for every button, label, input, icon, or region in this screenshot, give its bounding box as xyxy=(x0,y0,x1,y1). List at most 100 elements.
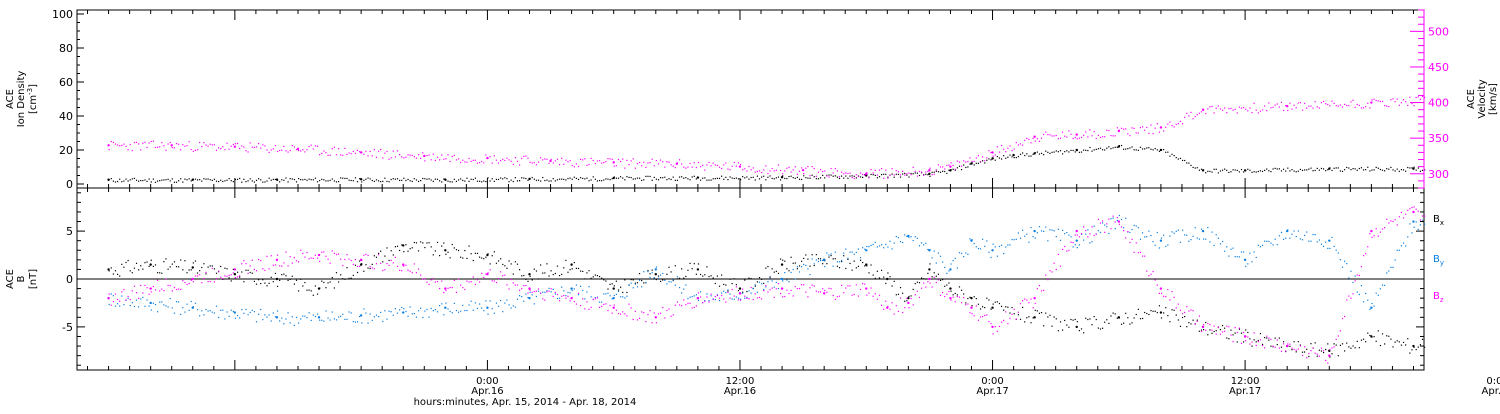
bz-point xyxy=(1411,206,1413,209)
velocity-point xyxy=(1335,105,1337,107)
x-tick-label-time: 0:00 xyxy=(981,376,1003,387)
velocity-point xyxy=(605,161,607,163)
velocity-point xyxy=(676,162,679,164)
bx-point xyxy=(1335,344,1337,346)
bx-point xyxy=(878,277,881,279)
bx-point xyxy=(1066,324,1068,326)
bz-point xyxy=(525,284,527,287)
by-point xyxy=(1112,217,1114,219)
by-point xyxy=(1061,229,1064,231)
by-point xyxy=(518,295,521,297)
bx-point xyxy=(417,250,420,252)
bz-point xyxy=(1396,224,1398,226)
density-point xyxy=(960,169,963,171)
by-point xyxy=(1276,244,1278,246)
density-point xyxy=(470,178,472,180)
bx-point xyxy=(1224,327,1226,329)
bz-point xyxy=(316,257,319,259)
bx-point xyxy=(1266,337,1268,339)
velocity-point xyxy=(489,156,491,158)
field-axis-label-line2: B xyxy=(16,275,27,282)
density-point xyxy=(523,177,525,179)
bx-point xyxy=(725,284,727,286)
bx-point xyxy=(476,252,479,254)
by-point xyxy=(573,288,575,290)
by-point xyxy=(1285,229,1289,233)
velocity-point xyxy=(739,163,742,166)
density-point xyxy=(573,176,575,178)
by-point xyxy=(192,306,194,308)
bz-point xyxy=(1264,347,1266,349)
velocity-point xyxy=(462,159,464,161)
velocity-point xyxy=(272,148,274,150)
density-point xyxy=(933,171,935,173)
bz-point xyxy=(1123,230,1125,232)
bz-point xyxy=(233,268,237,271)
by-point xyxy=(754,284,756,286)
bz-point xyxy=(171,290,173,292)
bz-point xyxy=(1117,220,1121,223)
bz-point xyxy=(970,306,973,309)
by-point xyxy=(528,296,531,300)
bz-point xyxy=(1207,322,1209,325)
by-point xyxy=(152,302,154,304)
by-point xyxy=(706,293,708,295)
bx-point xyxy=(373,255,375,257)
by-point xyxy=(1285,237,1287,239)
by-point xyxy=(213,312,216,314)
bz-point xyxy=(1354,280,1356,282)
density-point xyxy=(445,179,447,181)
by-point xyxy=(708,300,710,302)
bx-point xyxy=(1245,329,1247,331)
bx-point xyxy=(813,264,815,267)
bz-point xyxy=(441,280,443,282)
velocity-point xyxy=(540,157,542,159)
density-point xyxy=(1270,170,1272,173)
velocity-point xyxy=(1141,126,1144,128)
by-point xyxy=(510,307,512,309)
bz-point xyxy=(712,298,714,301)
by-point xyxy=(946,272,948,274)
density-point xyxy=(801,178,803,181)
velocity-point xyxy=(931,174,933,176)
bz-point xyxy=(1259,339,1262,341)
bx-point xyxy=(1234,332,1236,334)
density-point xyxy=(472,178,474,181)
bz-point xyxy=(380,262,382,264)
bz-point xyxy=(647,313,649,316)
by-point xyxy=(1026,233,1028,235)
velocity-point xyxy=(1331,100,1333,102)
density-point xyxy=(1424,169,1426,171)
bx-point xyxy=(279,279,281,281)
by-point xyxy=(403,308,405,310)
density-point xyxy=(727,178,729,181)
by-point xyxy=(670,281,672,283)
velocity-point xyxy=(1301,109,1304,111)
bx-point xyxy=(1205,321,1207,324)
bx-point xyxy=(142,268,144,270)
bz-point xyxy=(556,293,559,296)
density-point xyxy=(279,181,281,183)
bx-point xyxy=(386,247,388,249)
velocity-point xyxy=(1154,127,1156,129)
bx-point xyxy=(575,267,578,270)
bz-point xyxy=(478,281,481,283)
bz-point xyxy=(191,277,194,281)
bz-point xyxy=(486,273,489,276)
bz-point xyxy=(634,310,636,313)
by-point xyxy=(1289,237,1291,239)
density-point xyxy=(527,179,529,181)
by-point xyxy=(944,266,946,269)
by-point xyxy=(1169,235,1171,237)
bx-point xyxy=(1232,334,1234,336)
density-point xyxy=(1205,172,1207,174)
bz-point xyxy=(350,259,352,262)
velocity-point xyxy=(1341,106,1344,108)
velocity-point xyxy=(245,150,247,152)
density-point xyxy=(1003,155,1005,157)
density-point xyxy=(607,178,609,180)
density-point xyxy=(935,170,937,172)
density-point xyxy=(779,179,782,181)
density-point xyxy=(1230,171,1232,173)
bz-point xyxy=(1276,339,1278,341)
